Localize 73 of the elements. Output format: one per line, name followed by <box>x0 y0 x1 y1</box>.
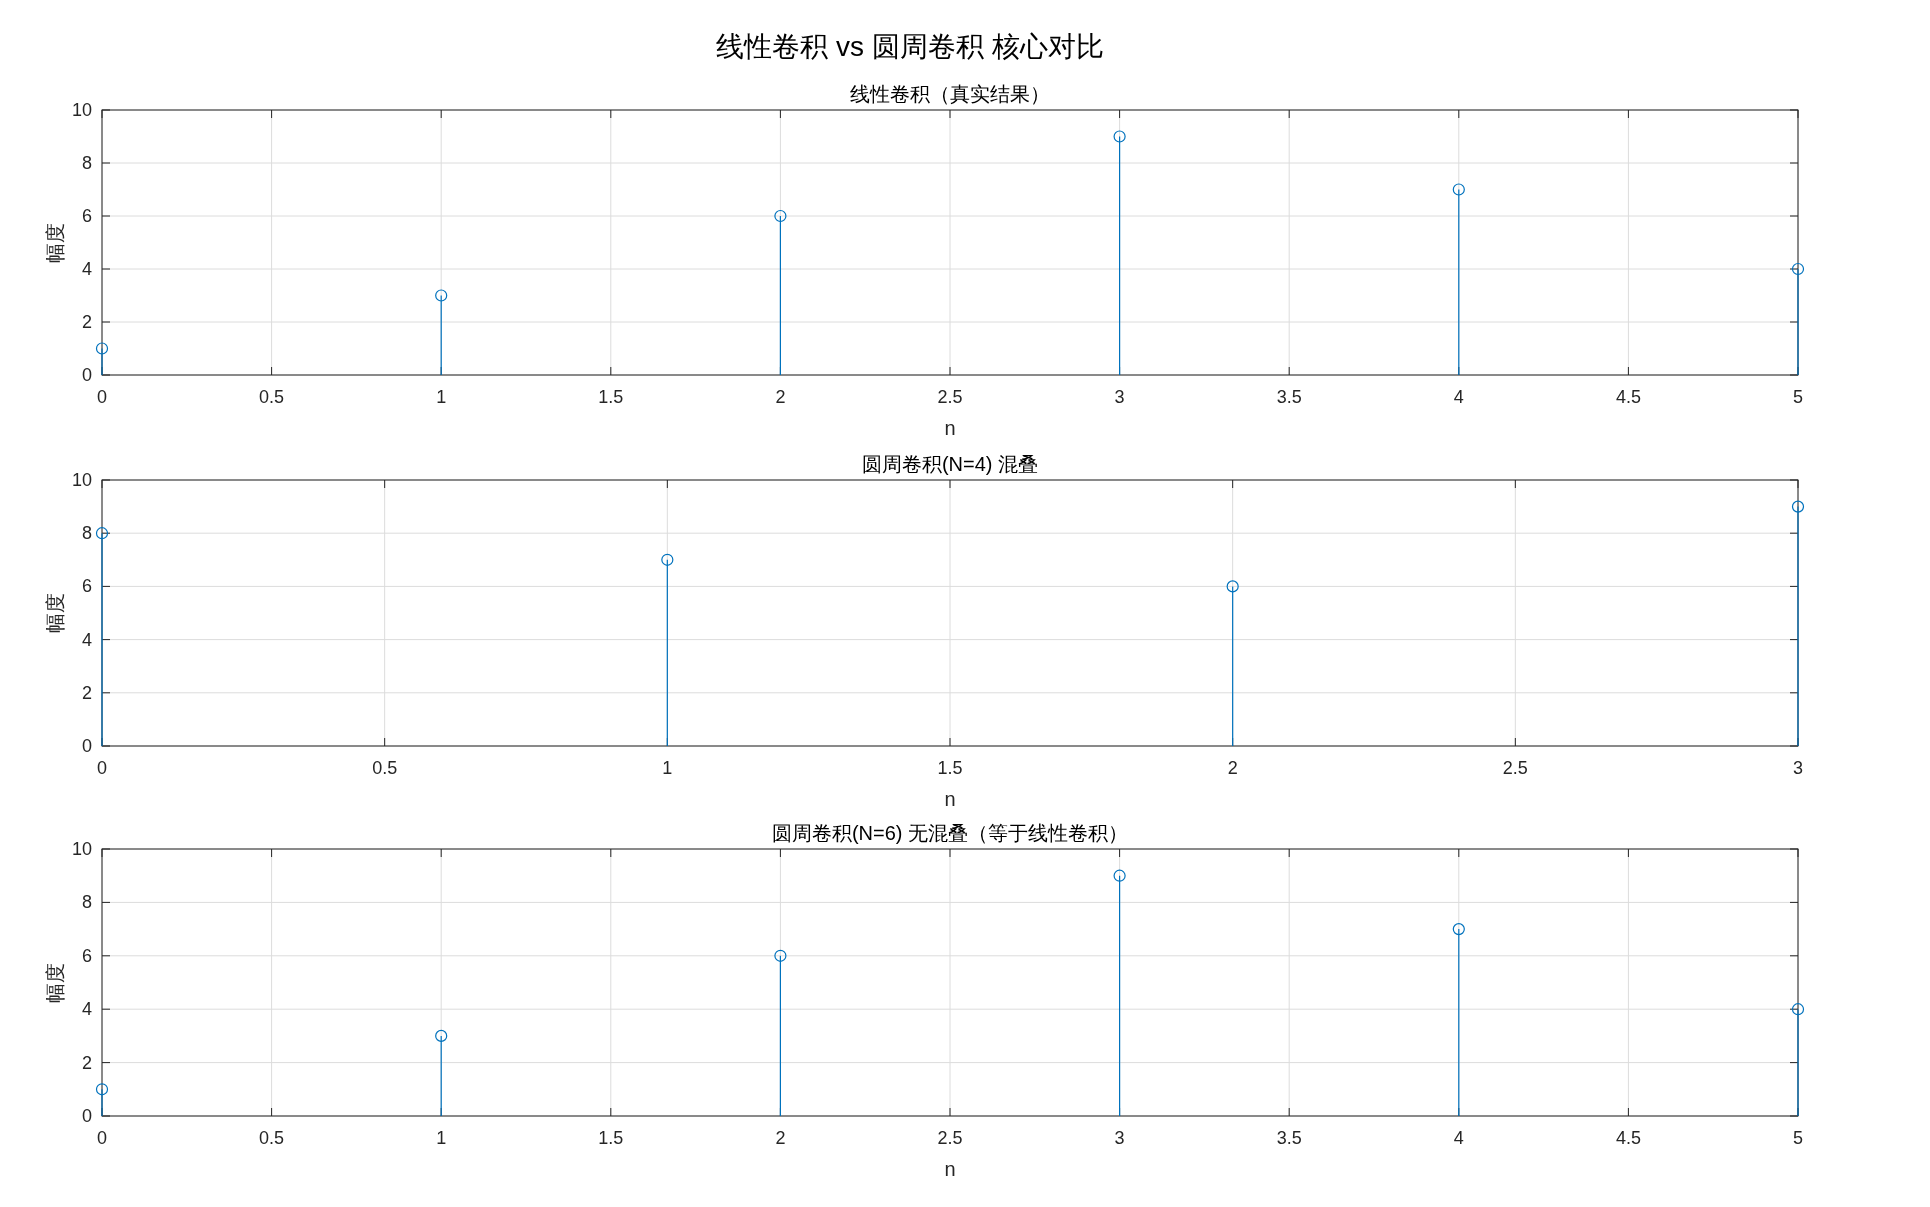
y-tick-label: 2 <box>81 312 92 332</box>
chart-title: 圆周卷积(N=6) 无混叠（等于线性卷积） <box>771 822 1129 844</box>
x-tick-label: 4.5 <box>1615 1128 1641 1148</box>
x-tick-label: 4 <box>1453 387 1464 407</box>
y-tick-label: 2 <box>81 1052 92 1073</box>
x-axis-title: n <box>944 417 956 439</box>
chart-title: 圆周卷积(N=4) 混叠 <box>861 453 1039 475</box>
y-tick-label: 6 <box>81 206 92 226</box>
x-tick-label: 0.5 <box>372 758 398 778</box>
x-tick-label: 4.5 <box>1615 387 1641 407</box>
point <box>1452 923 1465 936</box>
x-tick-label: 0 <box>96 1128 108 1148</box>
x-tick-label: 2.5 <box>937 1128 963 1148</box>
y-axis-title: 幅度 <box>44 962 66 1003</box>
y-tick-label: 4 <box>81 629 92 650</box>
y-tick-label: 0 <box>81 736 92 756</box>
y-tick-label: 8 <box>81 892 92 913</box>
x-tick-label: 2.5 <box>1502 758 1528 778</box>
y-tick-label: 4 <box>81 999 92 1020</box>
x-tick-label: 0 <box>96 387 108 407</box>
y-tick-label: 4 <box>81 259 92 279</box>
y-tick-label: 6 <box>81 576 92 597</box>
x-tick-label: 1 <box>662 758 673 778</box>
point <box>1113 130 1126 143</box>
y-tick-label: 10 <box>71 839 92 859</box>
point <box>95 1083 109 1096</box>
chart-title: 线性卷积（真实结果） <box>850 83 1050 105</box>
y-tick-label: 2 <box>81 682 92 703</box>
y-tick-label: 0 <box>81 1106 92 1126</box>
x-tick-label: 1.5 <box>598 1128 624 1148</box>
x-axis-title: n <box>944 1158 956 1180</box>
y-tick-label: 6 <box>81 945 92 966</box>
point <box>1226 580 1239 593</box>
y-tick-label: 10 <box>71 470 92 490</box>
point <box>1791 1003 1805 1016</box>
x-tick-label: 3 <box>1792 758 1804 778</box>
x-tick-label: 3.5 <box>1276 387 1302 407</box>
y-tick-label: 10 <box>71 100 92 120</box>
x-tick-label: 0 <box>96 758 108 778</box>
point <box>1791 262 1805 276</box>
y-tick-label: 0 <box>81 365 92 385</box>
point <box>1113 869 1126 882</box>
y-axis-title: 幅度 <box>44 222 66 263</box>
point <box>95 527 109 540</box>
x-tick-label: 1.5 <box>937 758 963 778</box>
x-axis-title: n <box>944 788 956 810</box>
x-tick-label: 4 <box>1453 1128 1464 1148</box>
x-tick-label: 2 <box>775 1128 786 1148</box>
text: 线性卷积 vs 圆周卷积 核心对比 <box>716 31 1104 62</box>
point <box>774 209 787 223</box>
point <box>435 289 448 302</box>
y-tick-label: 8 <box>81 523 92 544</box>
point <box>1452 183 1465 196</box>
x-tick-label: 1.5 <box>598 387 624 407</box>
x-tick-label: 3 <box>1114 1128 1125 1148</box>
x-tick-label: 3 <box>1114 387 1125 407</box>
x-tick-label: 2.5 <box>937 387 963 407</box>
point <box>774 949 787 962</box>
x-tick-label: 3.5 <box>1276 1128 1302 1148</box>
x-tick-label: 2 <box>1227 758 1238 778</box>
x-tick-label: 0.5 <box>259 1128 285 1148</box>
point <box>95 342 109 355</box>
point <box>1791 500 1805 513</box>
x-tick-label: 1 <box>436 387 447 407</box>
point <box>435 1029 448 1042</box>
y-axis-title: 幅度 <box>44 593 66 633</box>
x-tick-label: 0.5 <box>259 387 285 407</box>
point <box>661 553 674 566</box>
x-tick-label: 1 <box>436 1128 447 1148</box>
x-tick-label: 5 <box>1792 1128 1804 1148</box>
x-tick-label: 2 <box>775 387 786 407</box>
y-tick-label: 8 <box>81 153 92 173</box>
x-tick-label: 5 <box>1792 387 1804 407</box>
